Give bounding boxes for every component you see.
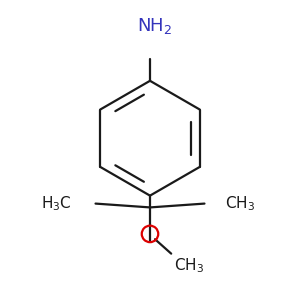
Text: H$_3$C: H$_3$C [41, 194, 72, 213]
Text: CH$_3$: CH$_3$ [174, 256, 204, 275]
Text: CH$_3$: CH$_3$ [225, 194, 255, 213]
Text: NH$_2$: NH$_2$ [137, 16, 172, 36]
